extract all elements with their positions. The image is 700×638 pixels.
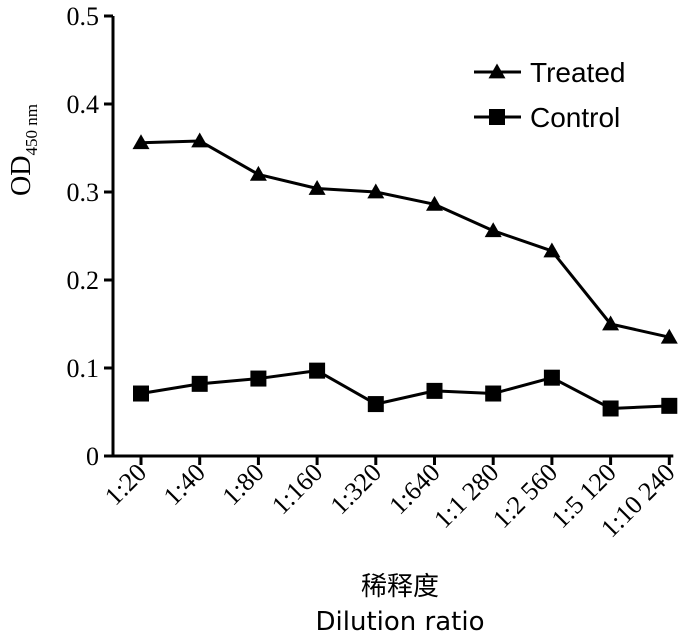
treated-point (660, 328, 678, 344)
treated-point (249, 165, 267, 181)
control-point (661, 397, 678, 414)
control-point (191, 375, 208, 392)
x-tick-label: 1:160 (266, 458, 328, 520)
treated-point (367, 183, 385, 199)
y-tick-label: 0.5 (67, 2, 100, 31)
x-tick-label: 1:2 560 (487, 458, 563, 534)
y-axis-label: OD450 nm (6, 104, 41, 196)
treated-series (132, 132, 678, 344)
control-point (426, 382, 443, 399)
y-tick-label: 0.1 (67, 354, 100, 383)
legend-treated-marker (488, 63, 506, 79)
x-tick-label: 1:1 280 (428, 458, 504, 534)
y-tick-label: 0.2 (67, 266, 100, 295)
x-tick-label: 1:40 (158, 458, 211, 511)
y-axis-label-main: OD (6, 156, 37, 196)
control-line (140, 369, 670, 410)
treated-point (426, 195, 443, 211)
control-point (250, 370, 267, 387)
control-point (485, 385, 502, 402)
treated-point (132, 134, 150, 150)
treated-point (191, 132, 209, 148)
legend: Treated Control (474, 57, 625, 133)
control-point (602, 400, 619, 417)
x-tick-label: 1:20 (99, 458, 152, 511)
x-axis-label-cn: 稀释度 (361, 572, 439, 602)
control-point (309, 362, 326, 379)
y-tick-label: 0 (86, 442, 99, 471)
x-axis-label: Dilution ratio (316, 607, 485, 637)
control-point (367, 396, 384, 413)
y-tick-label: 0.3 (67, 178, 100, 207)
legend-control-marker (489, 109, 505, 125)
treated-point (602, 315, 620, 331)
y-tick-label: 0.4 (67, 90, 100, 119)
control-point (133, 385, 149, 402)
control-point (543, 369, 560, 386)
legend-treated-label: Treated (530, 57, 625, 88)
legend-control-label: Control (530, 102, 620, 133)
control-series (133, 362, 678, 417)
y-axis-label-sub: 450 nm (22, 104, 41, 155)
treated-line (140, 139, 670, 339)
treated-point (308, 179, 326, 195)
treated-point (484, 222, 502, 238)
series-layer (132, 132, 678, 417)
x-tick-label: 1:320 (325, 458, 387, 520)
treated-point (543, 242, 561, 258)
x-tick-label: 1:80 (216, 458, 269, 511)
